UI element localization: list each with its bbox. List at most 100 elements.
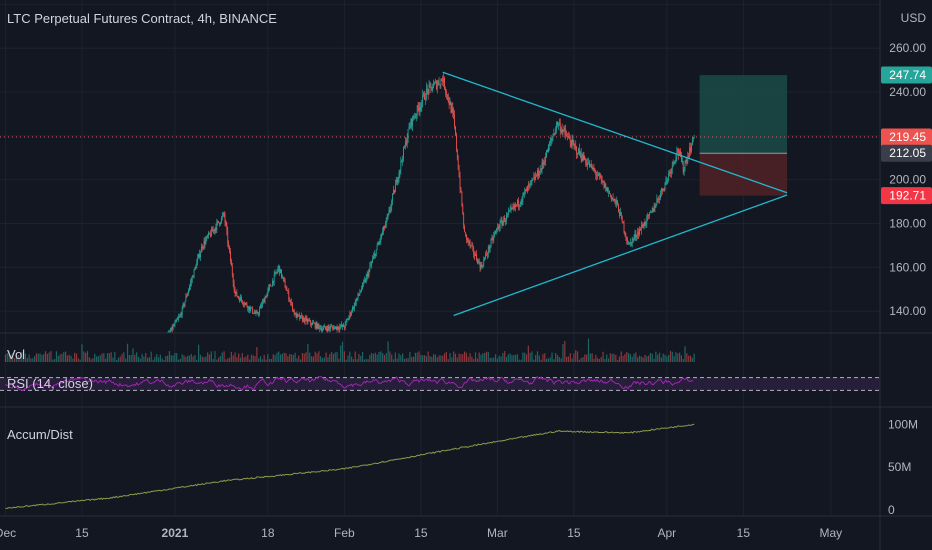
candle-body-335 <box>310 320 312 324</box>
volume-bar-338 <box>312 356 314 362</box>
volume-bar-642 <box>589 353 591 362</box>
candle-body-175 <box>164 338 165 342</box>
candle-body-753 <box>691 144 692 152</box>
candle-body-441 <box>406 138 408 145</box>
volume-bar-404 <box>372 353 375 362</box>
volume-bar-202 <box>188 355 191 362</box>
volume-bar-750 <box>688 355 690 362</box>
candle-body-738 <box>677 149 679 151</box>
candle-body-659 <box>605 183 607 191</box>
volume-bar-324 <box>300 359 302 362</box>
volume-bar-88 <box>85 352 87 362</box>
candle-body-262 <box>243 304 245 306</box>
candle-body-78 <box>76 446 77 447</box>
volume-bar-464 <box>427 351 429 362</box>
candle-body-755 <box>692 137 694 138</box>
volume-bar-636 <box>584 354 586 362</box>
candle-body-219 <box>204 240 206 245</box>
candle-body-649 <box>596 174 598 176</box>
volume-bar-424 <box>391 354 393 362</box>
volume-bar-54 <box>54 358 56 362</box>
candle-body-152 <box>144 369 145 371</box>
volume-bar-340 <box>314 351 316 362</box>
candle-body-426 <box>393 190 394 195</box>
volume-bar-422 <box>389 351 391 362</box>
volume-bar-552 <box>507 354 509 362</box>
candle-body-7 <box>11 422 12 423</box>
candle-body-368 <box>340 324 342 327</box>
volume-bar-652 <box>598 358 601 362</box>
volume-bar-718 <box>658 352 661 362</box>
candle-body-373 <box>344 322 346 328</box>
candle-body-187 <box>175 320 177 323</box>
candle-body-451 <box>415 115 417 116</box>
volume-bar-322 <box>298 355 300 362</box>
candle-body-228 <box>212 229 214 232</box>
volume-bar-8 <box>12 353 14 362</box>
candle-body-712 <box>653 206 655 212</box>
candle-body-265 <box>246 303 248 307</box>
candle-body-715 <box>656 199 658 205</box>
volume-bar-86 <box>83 351 85 362</box>
candle-body-690 <box>633 237 635 240</box>
volume-bar-196 <box>183 355 185 362</box>
candle-body-77 <box>75 445 76 446</box>
candle-body-695 <box>638 232 639 235</box>
candle-body-718 <box>659 198 660 201</box>
candle-body-94 <box>91 435 92 437</box>
candle-body-700 <box>642 226 644 228</box>
price-label-entry: 212.05 <box>889 146 926 160</box>
volume-bar-176 <box>165 356 167 362</box>
volume-bar-654 <box>600 357 602 362</box>
candle-body-599 <box>550 139 552 141</box>
candle-body-572 <box>526 189 527 192</box>
candle-body-235 <box>219 222 220 225</box>
candle-body-654 <box>600 178 602 179</box>
volume-bar-388 <box>358 353 360 362</box>
volume-bar-378 <box>349 351 351 362</box>
candle-body-388 <box>358 293 360 295</box>
volume-bar-448 <box>412 356 415 362</box>
candle-body-556 <box>511 207 513 209</box>
candle-body-644 <box>591 164 593 169</box>
volume-bar-562 <box>516 354 519 362</box>
volume-bar-122 <box>116 359 118 362</box>
y-tick-label-160.00: 160.00 <box>889 260 926 274</box>
candle-body-158 <box>149 363 150 365</box>
candle-body-727 <box>667 179 669 180</box>
volume-bar-738 <box>677 353 679 362</box>
candle-body-748 <box>686 160 688 163</box>
volume-bar-236 <box>219 355 222 362</box>
volume-bar-656 <box>602 351 604 362</box>
candle-body-739 <box>678 150 680 155</box>
candle-body-276 <box>256 312 258 313</box>
volume-bar-60 <box>59 354 61 362</box>
candle-body-721 <box>661 188 663 191</box>
candle-body-346 <box>320 328 322 330</box>
candle-body-414 <box>382 231 384 236</box>
candle-body-225 <box>210 233 211 237</box>
volume-bar-510 <box>469 353 471 362</box>
candle-body-301 <box>279 265 281 274</box>
volume-bar-232 <box>216 359 218 362</box>
candle-body-547 <box>503 217 505 222</box>
candle-body-310 <box>287 290 289 292</box>
candle-body-163 <box>154 358 155 359</box>
candle-body-743 <box>681 161 683 162</box>
candle-body-384 <box>354 302 356 305</box>
volume-bar-472 <box>434 354 437 362</box>
volume-bar-6 <box>10 354 12 362</box>
volume-bar-160 <box>150 351 152 362</box>
candle-body-274 <box>254 312 256 314</box>
candle-body-571 <box>525 189 527 192</box>
volume-bar-680 <box>624 354 626 362</box>
candle-body-75 <box>73 444 74 445</box>
candle-body-97 <box>93 434 94 435</box>
volume-bar-714 <box>655 351 657 362</box>
candle-body-560 <box>515 204 517 207</box>
candle-body-593 <box>545 157 547 163</box>
volume-bar-330 <box>305 352 307 362</box>
candle-body-670 <box>615 199 617 204</box>
candle-body-634 <box>582 154 584 161</box>
